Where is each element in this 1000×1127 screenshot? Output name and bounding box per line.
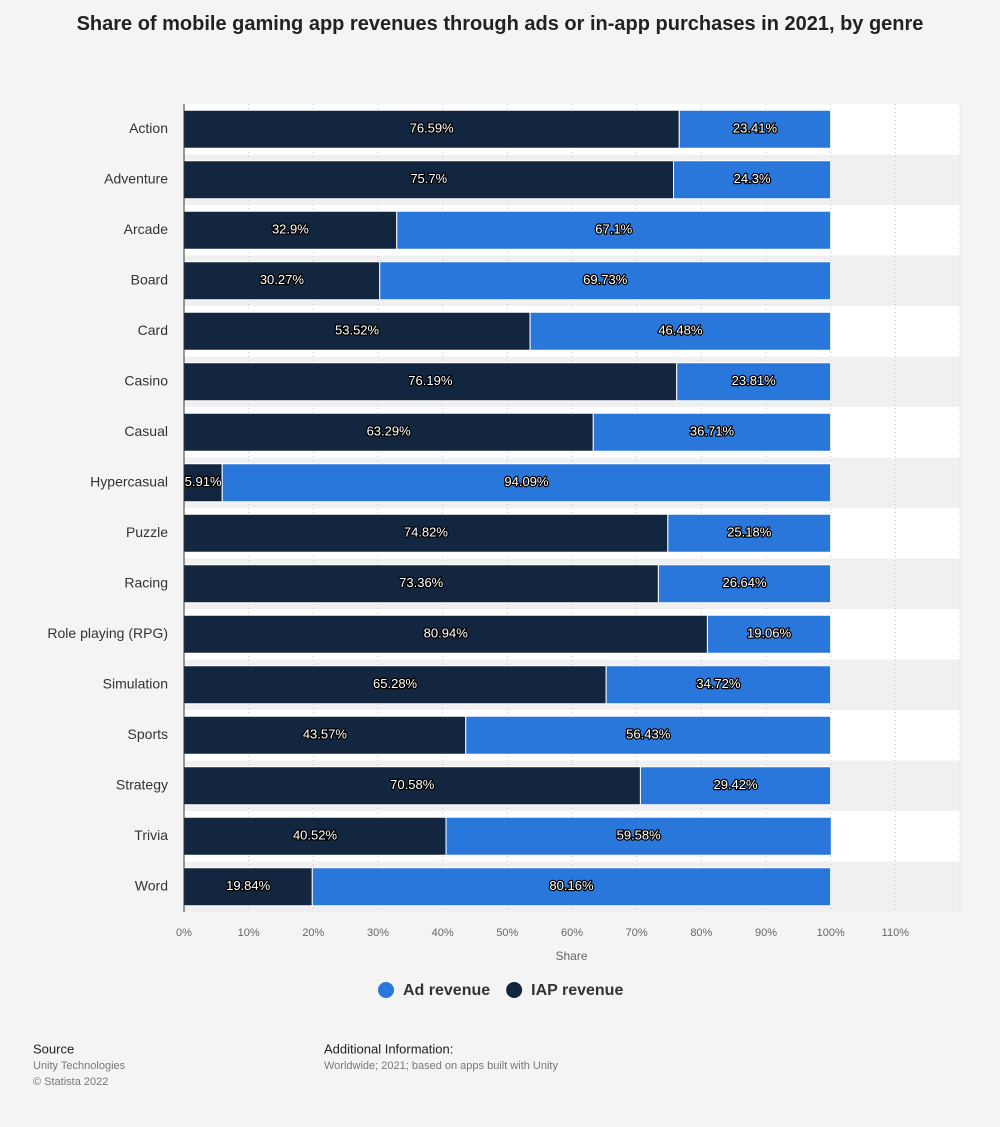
y-tick-label: Puzzle: [126, 524, 168, 540]
bar-segment: [667, 513, 832, 553]
bar-segment: [706, 614, 832, 654]
x-tick-label: 20%: [302, 927, 324, 939]
value-label: 34.72%: [696, 676, 741, 691]
info-line: Worldwide; 2021; based on apps built wit…: [324, 1060, 558, 1072]
bar-segment: [183, 816, 447, 856]
y-tick-label: Role playing (RPG): [47, 625, 168, 641]
bar-segment: [183, 160, 675, 200]
y-tick-label: Hypercasual: [90, 473, 168, 489]
source-line: Unity Technologies: [33, 1060, 126, 1072]
bar-segment: [183, 109, 680, 149]
bar-segment: [639, 766, 832, 806]
value-label: 80.94%: [424, 626, 469, 641]
y-tick-label: Strategy: [116, 776, 168, 792]
value-label: 53.52%: [335, 323, 380, 338]
bar-segment: [678, 109, 832, 149]
bar-segment: [592, 412, 832, 452]
value-label: 46.48%: [658, 323, 703, 338]
value-label: 23.41%: [733, 121, 778, 136]
value-label: 19.06%: [747, 626, 792, 641]
value-label: 73.36%: [399, 575, 444, 590]
value-label: 59.58%: [617, 828, 662, 843]
value-label: 23.81%: [732, 373, 777, 388]
bar-segment: [311, 867, 832, 907]
value-label: 80.16%: [549, 878, 594, 893]
info-title: Additional Information:: [324, 1041, 453, 1056]
source-title: Source: [33, 1041, 74, 1056]
bar-segment: [183, 564, 659, 604]
value-label: 5.91%: [185, 474, 222, 489]
y-tick-label: Trivia: [134, 827, 168, 843]
bar-segment: [465, 715, 832, 755]
bar-segment: [676, 362, 832, 402]
x-tick-label: 50%: [496, 927, 518, 939]
value-label: 26.64%: [722, 575, 767, 590]
value-label: 43.57%: [303, 727, 348, 742]
y-tick-label: Board: [131, 271, 168, 287]
value-label: 25.18%: [727, 525, 772, 540]
y-tick-label: Casino: [124, 372, 168, 388]
chart-title: Share of mobile gaming app revenues thro…: [76, 13, 924, 35]
bar-segment: [379, 261, 832, 301]
value-label: 75.7%: [410, 171, 447, 186]
value-label: 32.9%: [272, 222, 309, 237]
bar-segment: [183, 614, 708, 654]
y-tick-label: Simulation: [103, 675, 168, 691]
value-label: 65.28%: [373, 676, 418, 691]
value-label: 56.43%: [626, 727, 671, 742]
y-tick-label: Racing: [124, 574, 168, 590]
value-label: 76.59%: [410, 121, 455, 136]
bar-segment: [396, 210, 832, 250]
value-label: 69.73%: [583, 272, 628, 287]
value-label: 63.29%: [367, 424, 412, 439]
value-label: 74.82%: [404, 525, 449, 540]
value-label: 19.84%: [226, 878, 271, 893]
source-line: © Statista 2022: [33, 1076, 108, 1088]
value-label: 67.1%: [595, 222, 632, 237]
y-tick-label: Word: [135, 877, 168, 893]
bar-segment: [183, 665, 607, 705]
x-tick-label: 60%: [561, 927, 583, 939]
y-tick-label: Arcade: [124, 221, 169, 237]
y-tick-label: Casual: [124, 423, 168, 439]
value-label: 30.27%: [260, 272, 305, 287]
x-tick-label: 0%: [176, 927, 192, 939]
legend-marker: [506, 982, 523, 998]
value-label: 94.09%: [504, 474, 549, 489]
bar-segment: [657, 564, 832, 604]
bar-segment: [183, 766, 641, 806]
y-tick-label: Adventure: [104, 170, 168, 186]
y-tick-label: Action: [129, 120, 168, 136]
x-tick-label: 100%: [817, 927, 845, 939]
bar-segment: [445, 816, 832, 856]
x-tick-label: 90%: [755, 927, 777, 939]
x-tick-label: 40%: [432, 927, 454, 939]
legend-label: IAP revenue: [531, 982, 623, 999]
legend-marker: [378, 982, 394, 998]
bar-segment: [673, 160, 832, 200]
bar-segment: [183, 463, 223, 503]
x-tick-label: 10%: [238, 927, 260, 939]
x-tick-label: 70%: [626, 927, 648, 939]
bar-segment: [221, 463, 832, 503]
value-label: 24.3%: [734, 171, 771, 186]
y-tick-label: Sports: [128, 726, 168, 742]
x-tick-label: 30%: [367, 927, 389, 939]
value-label: 29.42%: [713, 777, 758, 792]
y-tick-label: Card: [138, 322, 168, 338]
value-label: 76.19%: [408, 373, 453, 388]
value-label: 70.58%: [390, 777, 435, 792]
value-label: 36.71%: [690, 424, 735, 439]
bar-segment: [529, 311, 832, 351]
bar-segment: [605, 665, 832, 705]
x-tick-label: 110%: [882, 927, 910, 939]
legend-label: Ad revenue: [403, 982, 490, 999]
value-label: 40.52%: [293, 828, 338, 843]
x-axis-label: Share: [555, 949, 587, 963]
x-tick-label: 80%: [690, 927, 712, 939]
